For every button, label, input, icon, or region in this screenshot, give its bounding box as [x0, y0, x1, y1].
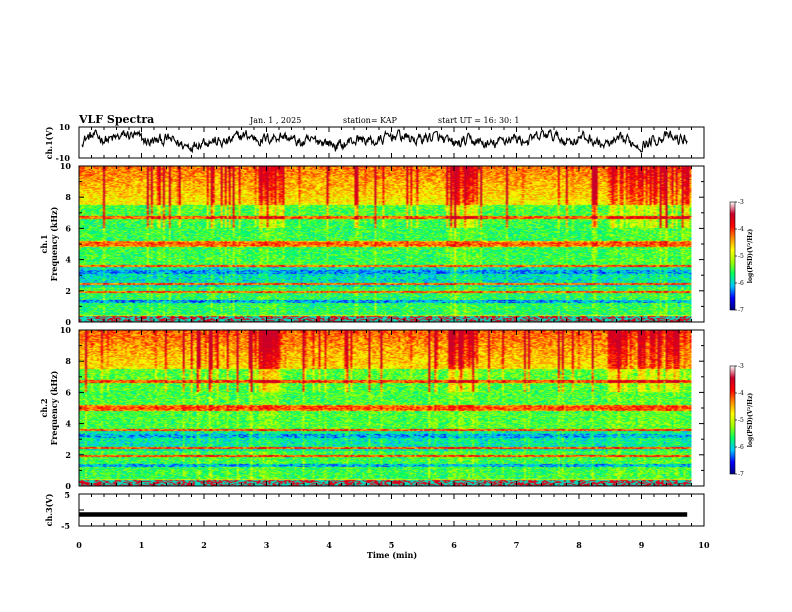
ch1-spectrogram-image — [79, 166, 692, 322]
ch1-wave-ylabel: ch.1(V) — [44, 126, 54, 159]
time-tick-label: 6 — [451, 540, 457, 550]
time-tick-label: 10 — [698, 540, 710, 550]
ch1-waveform-xticks — [78, 127, 705, 158]
ch2-spectrogram-panel: 0 2 4 6 8 10 ch.2 Frequency (kHz) — [39, 325, 705, 491]
ch2-colorbar-gradient — [729, 365, 736, 475]
ch3-wave-ylabel: ch.3(V) — [44, 493, 54, 526]
freq-tick-label: 0 — [65, 317, 71, 327]
ch1-colorbar: -3 -4 -5 -6 -7 log(PSD)(V²/Hz) — [729, 199, 754, 314]
freq-tick-label: 2 — [65, 286, 71, 296]
ch1-wave-ytick-bottom: -10 — [56, 153, 71, 163]
colorbar-tick-label: -7 — [738, 471, 744, 478]
ch1-spectrogram-xticks — [78, 166, 705, 322]
ch1-waveform-line — [81, 129, 688, 154]
colorbar-tick-label: -3 — [738, 363, 744, 370]
time-tick-label: 0 — [76, 540, 82, 550]
freq-tick-label: 2 — [65, 450, 71, 460]
colorbar-tick-label: -6 — [738, 444, 744, 451]
colorbar-tick-label: -4 — [738, 390, 744, 397]
freq-tick-label: 10 — [60, 325, 72, 335]
ch1-wave-ytick-top: 10 — [59, 122, 71, 132]
freq-tick-label: 8 — [65, 356, 71, 366]
ch2-spec-ylabel-channel: ch.2 — [39, 398, 49, 417]
ch1-colorbar-gradient — [729, 201, 736, 311]
ch1-waveform-panel: 10 -10 ch.1(V) — [44, 122, 705, 163]
freq-tick-label: 6 — [65, 223, 71, 233]
time-tick-label: 9 — [639, 540, 645, 550]
ch2-spectrogram-xticks — [78, 330, 705, 486]
ch3-wave-ytick-bottom: -5 — [61, 521, 70, 531]
figure-title: VLF Spectra — [78, 113, 154, 126]
ch2-spectrogram-yticks: 0 2 4 6 8 10 — [60, 325, 704, 491]
ch3-waveform-xticks — [78, 494, 705, 526]
freq-tick-label: 10 — [60, 161, 72, 171]
ch3-wave-ytick-top: 5 — [64, 490, 70, 500]
time-tick-label: 1 — [139, 540, 145, 550]
ch1-spec-ylabel-frequency: Frequency (kHz) — [49, 206, 59, 281]
ch1-colorbar-ticks: -3 -4 -5 -6 -7 — [735, 199, 744, 314]
time-tick-label: 3 — [264, 540, 270, 550]
ch1-spectrogram-yticks: 0 2 4 6 8 10 — [60, 161, 704, 327]
time-tick-label: 5 — [389, 540, 395, 550]
colorbar-tick-label: -5 — [738, 417, 744, 424]
time-axis-ticklabels: 0 1 2 3 4 5 6 7 8 9 10 — [76, 540, 710, 550]
ch1-spec-ylabel-channel: ch.1 — [39, 234, 49, 253]
ch3-waveform-panel: 5 -5 ch.3(V) — [44, 490, 705, 531]
time-tick-label: 7 — [514, 540, 520, 550]
freq-tick-label: 4 — [65, 419, 71, 429]
ch2-spectrogram-image — [79, 330, 692, 486]
freq-tick-label: 6 — [65, 387, 71, 397]
colorbar-tick-label: -5 — [738, 253, 744, 260]
time-tick-label: 4 — [326, 540, 332, 550]
ch3-waveform-frame — [78, 493, 705, 527]
header-date: Jan. 1 , 2025 — [249, 116, 301, 125]
header-station: station= KAP — [343, 116, 398, 125]
ch1-colorbar-label: log(PSD)(V²/Hz) — [747, 229, 754, 284]
colorbar-tick-label: -3 — [738, 199, 744, 206]
freq-tick-label: 8 — [65, 192, 71, 202]
freq-tick-label: 4 — [65, 255, 71, 265]
header-start-time: start UT = 16: 30: 1 — [438, 116, 519, 125]
freq-tick-label: 0 — [65, 481, 71, 491]
time-axis-label: Time (min) — [367, 550, 417, 560]
time-tick-label: 8 — [576, 540, 582, 550]
colorbar-tick-label: -6 — [738, 280, 744, 287]
ch2-colorbar-ticks: -3 -4 -5 -6 -7 — [735, 363, 744, 478]
time-tick-label: 2 — [201, 540, 207, 550]
ch2-colorbar-label: log(PSD)(V²/Hz) — [747, 393, 754, 448]
colorbar-tick-label: -4 — [738, 226, 744, 233]
ch2-spec-ylabel-frequency: Frequency (kHz) — [49, 370, 59, 445]
colorbar-tick-label: -7 — [738, 307, 744, 314]
ch1-spectrogram-panel: 0 2 4 6 8 10 ch.1 Frequency (kHz) — [39, 161, 705, 327]
ch2-colorbar: -3 -4 -5 -6 -7 log(PSD)(V²/Hz) — [729, 363, 754, 478]
